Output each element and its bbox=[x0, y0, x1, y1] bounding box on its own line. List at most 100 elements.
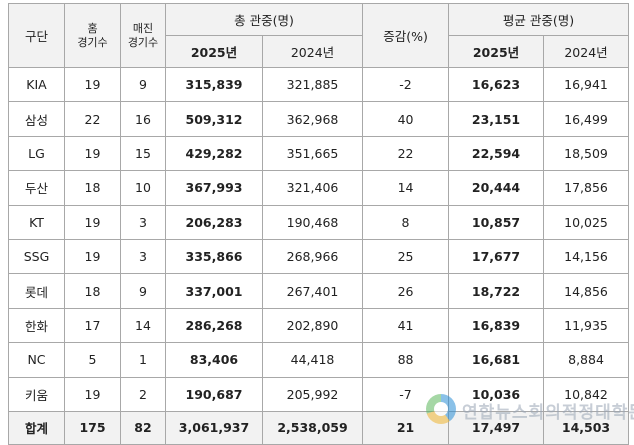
total-total-2025: 3,061,937 bbox=[165, 410, 263, 445]
cell-team: SSG bbox=[8, 238, 65, 275]
cell-avg-2024: 18,509 bbox=[543, 135, 630, 172]
cell-home: 5 bbox=[64, 342, 121, 378]
cell-team: 두산 bbox=[8, 170, 65, 206]
cell-change: 14 bbox=[362, 170, 450, 206]
cell-avg-2024: 8,884 bbox=[543, 342, 630, 378]
cell-home: 19 bbox=[64, 135, 121, 172]
total-team: 합계 bbox=[8, 410, 65, 445]
cell-total-2024: 205,992 bbox=[261, 376, 364, 412]
cell-change: 41 bbox=[362, 307, 450, 344]
cell-sellout: 1 bbox=[120, 342, 166, 378]
header-team: 구단 bbox=[8, 3, 65, 68]
cell-team: 한화 bbox=[8, 307, 65, 344]
cell-total-2025: 190,687 bbox=[165, 376, 263, 412]
cell-avg-2025: 16,681 bbox=[448, 342, 545, 378]
cell-total-2025: 367,993 bbox=[165, 170, 263, 206]
header-sellout-games: 매진 경기수 bbox=[120, 3, 166, 68]
cell-avg-2025: 10,857 bbox=[448, 204, 545, 240]
cell-change: 22 bbox=[362, 135, 450, 172]
cell-total-2024: 351,665 bbox=[261, 135, 364, 172]
cell-total-2024: 268,966 bbox=[261, 238, 364, 275]
cell-sellout: 14 bbox=[120, 307, 166, 344]
cell-home: 18 bbox=[64, 170, 121, 206]
cell-home: 19 bbox=[64, 238, 121, 275]
header-change: 증감(%) bbox=[362, 3, 450, 68]
cell-avg-2025: 16,839 bbox=[448, 307, 545, 344]
table-row: 두산 18 10 367,993 321,406 14 20,444 17,85… bbox=[8, 170, 630, 206]
header-avg-attendance: 평균 관중(명) bbox=[448, 3, 630, 36]
cell-sellout: 3 bbox=[120, 204, 166, 240]
cell-home: 17 bbox=[64, 307, 121, 344]
cell-sellout: 15 bbox=[120, 135, 166, 172]
cell-sellout: 10 bbox=[120, 170, 166, 206]
cell-total-2025: 206,283 bbox=[165, 204, 263, 240]
total-sellout: 82 bbox=[120, 410, 166, 445]
cell-total-2025: 337,001 bbox=[165, 273, 263, 309]
cell-total-2024: 321,406 bbox=[261, 170, 364, 206]
cell-change: 26 bbox=[362, 273, 450, 309]
header-total-2025: 2025년 bbox=[165, 35, 263, 68]
total-avg-2024: 14,503 bbox=[543, 410, 630, 445]
header-avg-2025: 2025년 bbox=[448, 35, 545, 68]
cell-avg-2024: 10,025 bbox=[543, 204, 630, 240]
cell-total-2025: 429,282 bbox=[165, 135, 263, 172]
cell-team: KT bbox=[8, 204, 65, 240]
cell-avg-2025: 17,677 bbox=[448, 238, 545, 275]
cell-home: 22 bbox=[64, 101, 121, 137]
total-total-2024: 2,538,059 bbox=[261, 410, 364, 445]
table-row: NC 5 1 83,406 44,418 88 16,681 8,884 bbox=[8, 342, 630, 378]
cell-home: 19 bbox=[64, 66, 121, 103]
table-row: KIA 19 9 315,839 321,885 -2 16,623 16,94… bbox=[8, 66, 630, 103]
table-row: 한화 17 14 286,268 202,890 41 16,839 11,93… bbox=[8, 307, 630, 344]
cell-total-2024: 44,418 bbox=[261, 342, 364, 378]
cell-avg-2025: 10,036 bbox=[448, 376, 545, 412]
cell-sellout: 9 bbox=[120, 66, 166, 103]
table-row: 롯데 18 9 337,001 267,401 26 18,722 14,856 bbox=[8, 273, 630, 309]
header-total-attendance: 총 관중(명) bbox=[164, 3, 364, 36]
cell-avg-2025: 16,623 bbox=[448, 66, 545, 103]
cell-change: 88 bbox=[362, 342, 450, 378]
table-body: KIA 19 9 315,839 321,885 -2 16,623 16,94… bbox=[8, 66, 630, 445]
table-row: LG 19 15 429,282 351,665 22 22,594 18,50… bbox=[8, 135, 630, 172]
cell-home: 19 bbox=[64, 204, 121, 240]
table-row: KT 19 3 206,283 190,468 8 10,857 10,025 bbox=[8, 204, 630, 240]
cell-change: 8 bbox=[362, 204, 450, 240]
cell-total-2025: 286,268 bbox=[165, 307, 263, 344]
header-avg-2024: 2024년 bbox=[543, 35, 630, 68]
total-avg-2025: 17,497 bbox=[448, 410, 545, 445]
cell-change: -7 bbox=[362, 376, 450, 412]
header-total-2024: 2024년 bbox=[261, 35, 364, 68]
header-row-2: 2025년 2024년 2025년 2024년 bbox=[8, 35, 630, 68]
attendance-table: 구단 홈 경기수 매진 경기수 총 관중(명) 증감(%) 평균 관중(명) 2… bbox=[8, 3, 630, 445]
cell-change: 25 bbox=[362, 238, 450, 275]
cell-sellout: 16 bbox=[120, 101, 166, 137]
cell-team: 키움 bbox=[8, 376, 65, 412]
table-row: 삼성 22 16 509,312 362,968 40 23,151 16,49… bbox=[8, 101, 630, 137]
header-home-games: 홈 경기수 bbox=[64, 3, 121, 68]
cell-avg-2024: 10,842 bbox=[543, 376, 630, 412]
cell-total-2025: 335,866 bbox=[165, 238, 263, 275]
cell-avg-2024: 17,856 bbox=[543, 170, 630, 206]
cell-avg-2025: 23,151 bbox=[448, 101, 545, 137]
cell-avg-2024: 14,856 bbox=[543, 273, 630, 309]
cell-avg-2025: 22,594 bbox=[448, 135, 545, 172]
total-home: 175 bbox=[64, 410, 121, 445]
cell-team: 롯데 bbox=[8, 273, 65, 309]
cell-change: 40 bbox=[362, 101, 450, 137]
cell-sellout: 9 bbox=[120, 273, 166, 309]
cell-home: 19 bbox=[64, 376, 121, 412]
total-change: 21 bbox=[362, 410, 450, 445]
cell-total-2025: 509,312 bbox=[165, 101, 263, 137]
cell-home: 18 bbox=[64, 273, 121, 309]
table-row: 키움 19 2 190,687 205,992 -7 10,036 10,842 bbox=[8, 376, 630, 412]
cell-total-2025: 315,839 bbox=[165, 66, 263, 103]
cell-total-2024: 362,968 bbox=[261, 101, 364, 137]
cell-avg-2025: 20,444 bbox=[448, 170, 545, 206]
header-row-1: 구단 홈 경기수 매진 경기수 총 관중(명) 증감(%) 평균 관중(명) bbox=[8, 3, 630, 68]
cell-total-2024: 267,401 bbox=[261, 273, 364, 309]
cell-team: 삼성 bbox=[8, 101, 65, 137]
cell-change: -2 bbox=[362, 66, 450, 103]
cell-avg-2025: 18,722 bbox=[448, 273, 545, 309]
cell-avg-2024: 14,156 bbox=[543, 238, 630, 275]
cell-total-2025: 83,406 bbox=[165, 342, 263, 378]
